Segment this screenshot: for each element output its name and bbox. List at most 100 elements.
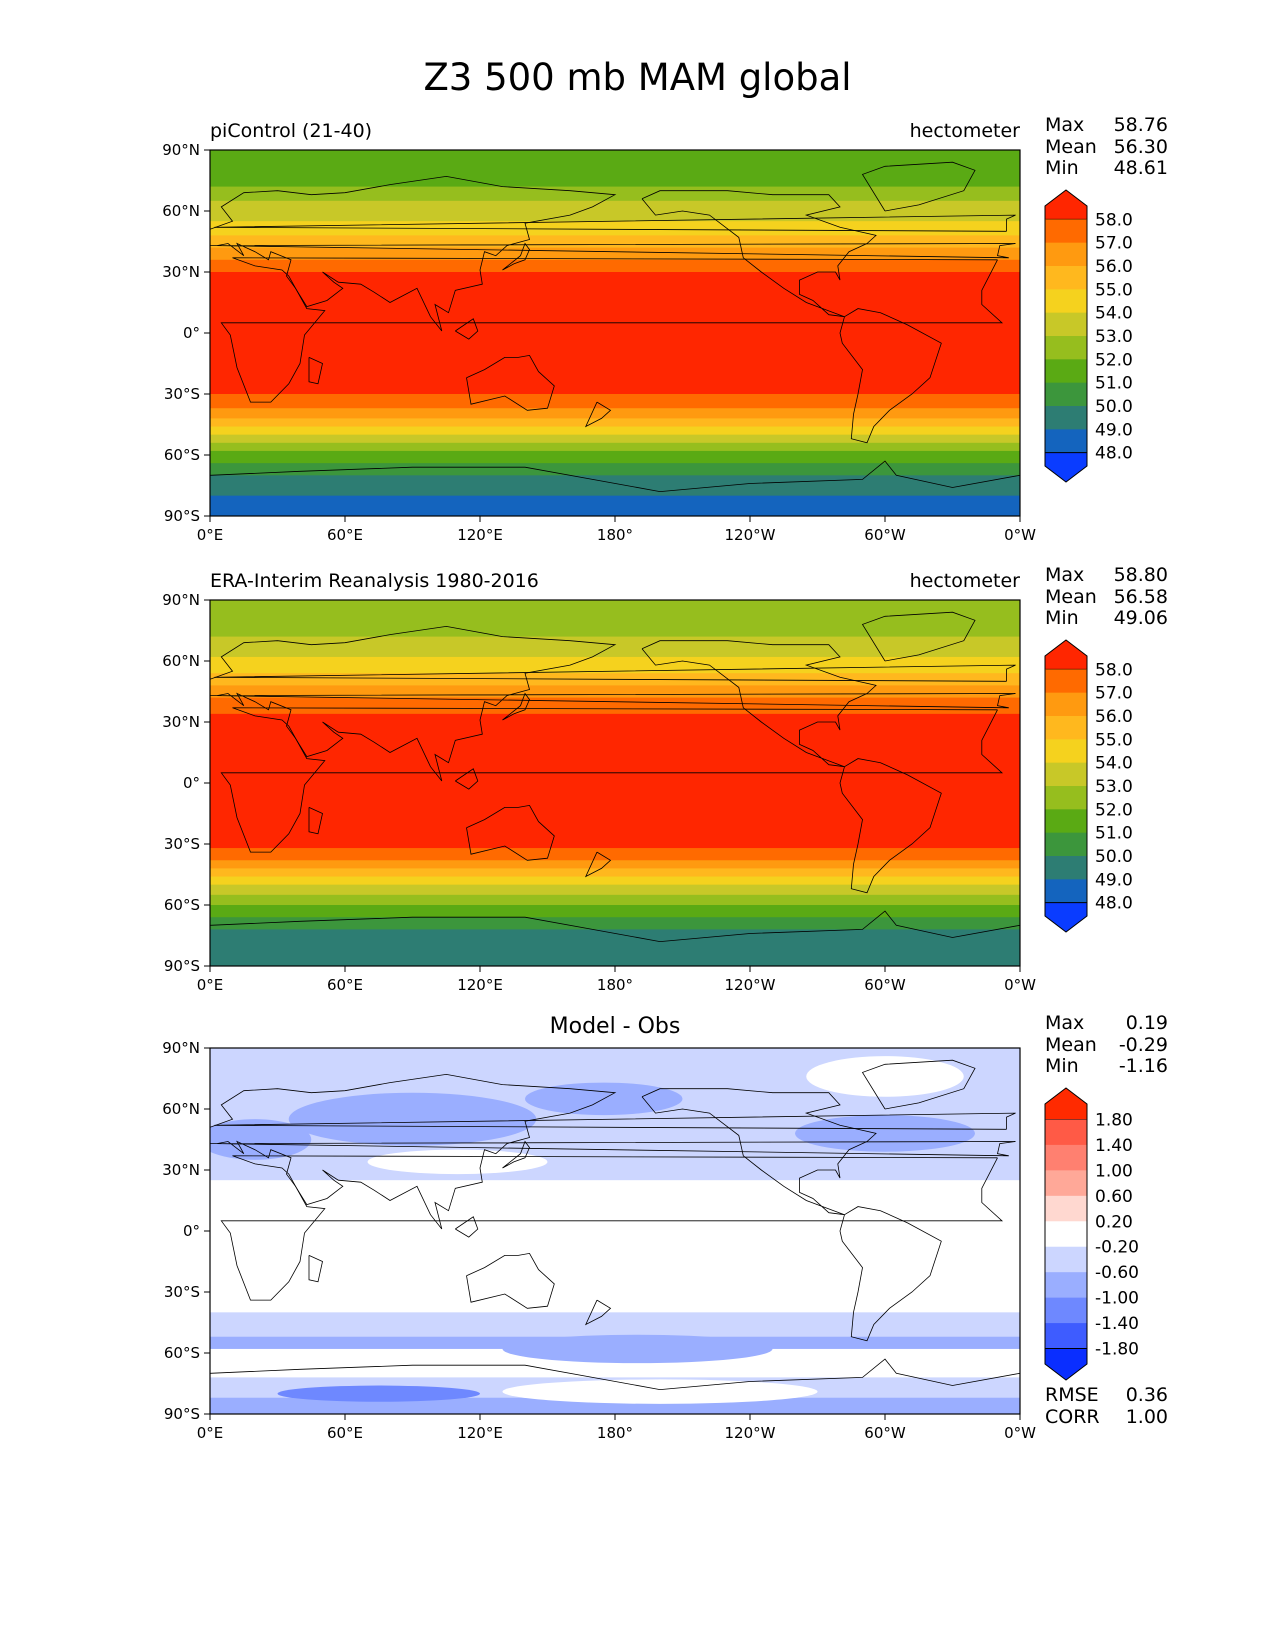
colorbar-extend-bottom [1044, 902, 1088, 933]
y-tick-label: 30°N [162, 263, 200, 281]
colorbar-label: 1.00 [1095, 1161, 1133, 1181]
map-panel-1: 90°N 60°N 30°N 0° 30°S 60°S 90°S 0°E 60°E 120°E 18… [0, 110, 1275, 550]
colorbar-segment [1045, 1272, 1087, 1299]
x-tick-label: 60°W [864, 1424, 906, 1442]
colorbar-label: 48.0 [1095, 444, 1133, 464]
contour-band [210, 1251, 1020, 1313]
colorbar-segment [1045, 336, 1087, 360]
colorbar-segment [1045, 219, 1087, 244]
colorbar-extend-top [1044, 189, 1088, 220]
map-panel-3: 90°N 60°N 30°N 0° 30°S 60°S 90°S 0°E 60°E 120°E 18… [0, 1008, 1275, 1448]
coastline [455, 1216, 479, 1238]
stat-value: 56.30 [1113, 135, 1168, 158]
y-tick-label: 60°N [162, 652, 200, 670]
colorbar-segment [1045, 242, 1087, 267]
colorbar-label: 1.80 [1095, 1110, 1133, 1130]
colorbar-label: 51.0 [1095, 374, 1133, 394]
coastline [210, 1073, 1016, 1230]
contour-band [210, 418, 1020, 428]
coastline [502, 692, 530, 721]
x-tick-label: 120°W [725, 526, 776, 544]
coastline [839, 308, 942, 444]
colorbar-extend-bottom [1044, 452, 1088, 483]
stat-name: Min [1045, 1055, 1079, 1077]
stat-name: Max [1045, 564, 1085, 586]
contour-band [210, 450, 1020, 464]
colorbar-extend-top [1044, 639, 1088, 670]
contour-band [210, 600, 1020, 638]
anomaly-blob [795, 1115, 975, 1152]
colorbar-segment [1045, 266, 1087, 290]
map-svg: 90°N 60°N 30°N 0° 30°S 60°S 90°S0°E 60°E 120°E 18… [162, 141, 1133, 544]
colorbar-label: 55.0 [1095, 280, 1133, 300]
coastline [502, 1140, 530, 1169]
coastline [584, 851, 612, 878]
coastline [584, 401, 612, 428]
y-tick-label: 30°S [164, 385, 200, 403]
anomaly-blob [457, 1184, 638, 1197]
stat-name: Mean [1045, 135, 1097, 158]
colorbar-label: 57.0 [1095, 684, 1133, 704]
colorbar: 58.0 57.0 56.0 55.0 54.0 53.0 52.0 51.0 50.0 49.0… [1044, 189, 1133, 483]
coastline [210, 460, 1020, 493]
x-tick-label: 60°E [327, 1424, 363, 1442]
coastline [839, 758, 942, 894]
contour-band [210, 713, 1020, 849]
stat-name: Max [1045, 114, 1085, 136]
anomaly-blob [210, 1119, 312, 1160]
contour-band [210, 636, 1020, 658]
coastline [861, 161, 976, 212]
colorbar-segment [1045, 1323, 1087, 1350]
contour-band [210, 475, 1020, 497]
error-stat-value: 0.36 [1125, 1384, 1168, 1406]
y-tick-label: 90°N [162, 141, 200, 159]
panel-units: hectometer [909, 570, 1020, 592]
contour-band [210, 186, 1020, 202]
colorbar-segment [1045, 692, 1087, 717]
coastline [466, 1252, 555, 1309]
colorbar-segment [1045, 1170, 1087, 1197]
coastline [466, 804, 555, 861]
stat-name: Min [1045, 157, 1079, 179]
colorbar-segment [1045, 809, 1087, 834]
colorbar-label: 57.0 [1095, 234, 1133, 254]
coastline [861, 1059, 976, 1110]
stat-value: -0.29 [1118, 1033, 1168, 1056]
colorbar-label: -0.20 [1095, 1238, 1139, 1258]
x-tick-label: 180° [597, 976, 633, 994]
colorbar-segment [1045, 832, 1087, 857]
colorbar-label: 54.0 [1095, 304, 1133, 324]
x-tick-label: 120°W [725, 1424, 776, 1442]
coastline [455, 768, 479, 790]
stat-value: 48.61 [1113, 157, 1168, 179]
colorbar-segment [1045, 762, 1087, 787]
stat-name: Min [1045, 607, 1079, 629]
colorbar-label: 1.40 [1095, 1136, 1133, 1156]
colorbar-label: 53.0 [1095, 327, 1133, 347]
x-tick-label: 60°E [327, 526, 363, 544]
colorbar-label: 56.0 [1095, 707, 1133, 727]
colorbar-label: 50.0 [1095, 397, 1133, 417]
x-tick-label: 0°W [1004, 526, 1036, 544]
y-tick-label: 30°S [164, 1283, 200, 1301]
colorbar-segment [1045, 312, 1087, 337]
colorbar-segment [1045, 1119, 1087, 1146]
colorbar-label: 54.0 [1095, 754, 1133, 774]
x-tick-label: 60°W [864, 976, 906, 994]
coastline [641, 190, 877, 318]
colorbar-segment [1045, 879, 1087, 904]
figure-title: Z3 500 mb MAM global [423, 56, 852, 99]
y-tick-label: 30°S [164, 835, 200, 853]
stat-value: -1.16 [1118, 1055, 1168, 1077]
contour-band [210, 247, 1020, 261]
coastline [220, 257, 1004, 403]
stat-name: Mean [1045, 1033, 1097, 1056]
stat-value: 49.06 [1113, 607, 1168, 629]
y-tick-label: 0° [183, 774, 200, 792]
x-tick-label: 120°E [457, 526, 503, 544]
y-tick-label: 90°S [164, 1405, 200, 1423]
map-field [210, 600, 1020, 966]
contour-band [210, 408, 1020, 419]
contour-band [210, 929, 1020, 966]
coastline [641, 1088, 877, 1216]
